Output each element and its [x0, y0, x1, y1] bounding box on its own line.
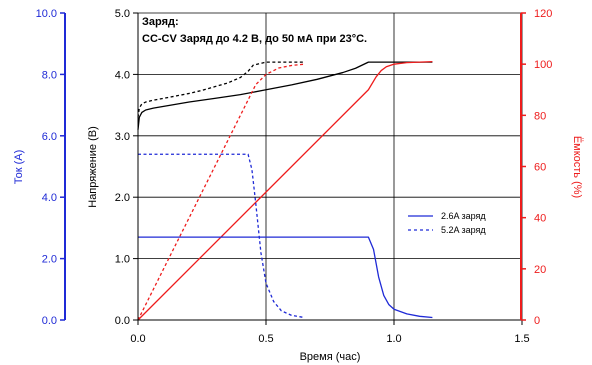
current-tick-label: 8.0	[42, 69, 57, 81]
current-tick-label: 6.0	[42, 131, 57, 143]
series-voltage-5-2a	[137, 61, 305, 118]
current-axis-title: Ток (А)	[13, 150, 25, 185]
voltage-tick-label: 0.0	[115, 315, 130, 327]
x-axis-title: Время (час)	[300, 351, 361, 363]
voltage-tick-label: 2.0	[115, 192, 130, 204]
capacity-axis-title: Ёмкость (%)	[571, 136, 583, 198]
chart-annotation-line2: CC-CV Заряд до 4.2 В, до 50 мА при 23°C.	[142, 33, 367, 45]
capacity-tick-label: 20	[534, 264, 546, 276]
capacity-tick-label: 120	[534, 8, 552, 20]
series-current-2-6a	[138, 236, 433, 319]
capacity-tick-label: 60	[534, 162, 546, 174]
x-tick-label: 0.0	[130, 333, 145, 345]
voltage-tick-label: 1.0	[115, 254, 130, 266]
x-tick-label: 1.5	[514, 333, 529, 345]
voltage-axis-title: Напряжение (В)	[87, 126, 99, 208]
series-voltage-2-6a	[137, 61, 433, 130]
current-tick-label: 10.0	[36, 8, 57, 20]
voltage-tick-label: 3.0	[115, 131, 130, 143]
series-capacity-2-6a	[137, 60, 433, 321]
current-tick-label: 4.0	[42, 192, 57, 204]
legend-label-2: 5.2A заряд	[441, 225, 486, 235]
legend: 2.6A заряд 5.2A заряд	[408, 211, 486, 235]
x-tick-label: 1.0	[386, 333, 401, 345]
chart-annotation-line1: Заряд:	[142, 16, 179, 28]
series-current-5-2a	[138, 153, 305, 319]
series-capacity-5-2a	[137, 63, 305, 321]
capacity-tick-label: 40	[534, 213, 546, 225]
voltage-tick-label: 4.0	[115, 69, 130, 81]
legend-label-1: 2.6A заряд	[441, 211, 486, 221]
capacity-tick-label: 80	[534, 110, 546, 122]
axes: 0.0 0.5 1.0 1.5 0.0 1.0 2.0 3.0 4.0 5.0 0.0 2.0 4.0 6…	[36, 8, 553, 345]
capacity-tick-label: 100	[534, 59, 552, 71]
current-tick-label: 2.0	[42, 254, 57, 266]
voltage-tick-label: 5.0	[115, 8, 130, 20]
current-tick-label: 0.0	[42, 315, 57, 327]
x-tick-label: 0.5	[258, 333, 273, 345]
capacity-tick-label: 0	[534, 315, 540, 327]
data-series	[137, 60, 433, 321]
